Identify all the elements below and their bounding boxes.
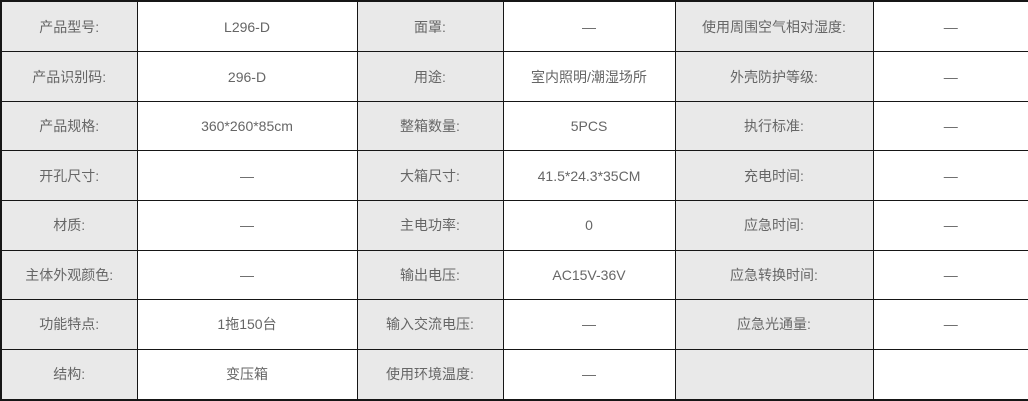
spec-label-cell: 主体外观颜色: bbox=[0, 249, 138, 301]
spec-label-cell: 充电时间: bbox=[674, 150, 874, 201]
spec-label-cell: 应急转换时间: bbox=[674, 249, 874, 301]
spec-label-cell: 用途: bbox=[356, 51, 504, 102]
spec-value-cell: 0 bbox=[502, 199, 676, 251]
spec-value-cell: — bbox=[502, 299, 676, 350]
spec-value-cell: — bbox=[872, 0, 1028, 53]
spec-value-cell: 5PCS bbox=[502, 100, 676, 152]
spec-value-cell: 41.5*24.3*35CM bbox=[502, 150, 676, 201]
spec-label-cell: 输入交流电压: bbox=[356, 299, 504, 350]
spec-value-cell: — bbox=[502, 348, 676, 401]
spec-value-cell: — bbox=[872, 150, 1028, 201]
table-row: 产品型号: L296-D 面罩: — 使用周围空气相对湿度: — bbox=[0, 0, 1028, 53]
spec-value-cell: L296-D bbox=[136, 0, 358, 53]
spec-value-cell bbox=[872, 348, 1028, 401]
spec-label-cell: 应急时间: bbox=[674, 199, 874, 251]
spec-value-cell: — bbox=[872, 100, 1028, 152]
spec-value-cell: 360*260*85cm bbox=[136, 100, 358, 152]
spec-label-cell: 产品型号: bbox=[0, 0, 138, 53]
spec-label-cell: 材质: bbox=[0, 199, 138, 251]
table-row: 产品识别码: 296-D 用途: 室内照明/潮湿场所 外壳防护等级: — bbox=[0, 51, 1028, 102]
spec-label-cell: 整箱数量: bbox=[356, 100, 504, 152]
spec-label-cell: 产品识别码: bbox=[0, 51, 138, 102]
table-row: 结构: 变压箱 使用环境温度: — bbox=[0, 348, 1028, 401]
spec-value-cell: 1拖150台 bbox=[136, 299, 358, 350]
spec-value-cell: — bbox=[136, 199, 358, 251]
table-row: 开孔尺寸: — 大箱尺寸: 41.5*24.3*35CM 充电时间: — bbox=[0, 150, 1028, 201]
spec-value-cell: 296-D bbox=[136, 51, 358, 102]
spec-label-cell: 开孔尺寸: bbox=[0, 150, 138, 201]
spec-label-cell: 主电功率: bbox=[356, 199, 504, 251]
spec-value-cell: — bbox=[502, 0, 676, 53]
spec-label-cell: 输出电压: bbox=[356, 249, 504, 301]
spec-label-cell: 应急光通量: bbox=[674, 299, 874, 350]
spec-label-cell: 大箱尺寸: bbox=[356, 150, 504, 201]
spec-value-cell: 变压箱 bbox=[136, 348, 358, 401]
spec-value-cell: — bbox=[872, 299, 1028, 350]
spec-label-cell bbox=[674, 348, 874, 401]
spec-value-cell: — bbox=[136, 150, 358, 201]
table-row: 材质: — 主电功率: 0 应急时间: — bbox=[0, 199, 1028, 251]
table-row: 主体外观颜色: — 输出电压: AC15V-36V 应急转换时间: — bbox=[0, 249, 1028, 301]
spec-value-cell: 室内照明/潮湿场所 bbox=[502, 51, 676, 102]
table-row: 功能特点: 1拖150台 输入交流电压: — 应急光通量: — bbox=[0, 299, 1028, 350]
spec-label-cell: 使用环境温度: bbox=[356, 348, 504, 401]
spec-value-cell: — bbox=[872, 199, 1028, 251]
spec-label-cell: 外壳防护等级: bbox=[674, 51, 874, 102]
spec-label-cell: 功能特点: bbox=[0, 299, 138, 350]
spec-label-cell: 结构: bbox=[0, 348, 138, 401]
table-row: 产品规格: 360*260*85cm 整箱数量: 5PCS 执行标准: — bbox=[0, 100, 1028, 152]
spec-label-cell: 执行标准: bbox=[674, 100, 874, 152]
spec-label-cell: 产品规格: bbox=[0, 100, 138, 152]
spec-label-cell: 使用周围空气相对湿度: bbox=[674, 0, 874, 53]
spec-value-cell: AC15V-36V bbox=[502, 249, 676, 301]
spec-value-cell: — bbox=[136, 249, 358, 301]
spec-value-cell: — bbox=[872, 51, 1028, 102]
spec-label-cell: 面罩: bbox=[356, 0, 504, 53]
spec-value-cell: — bbox=[872, 249, 1028, 301]
